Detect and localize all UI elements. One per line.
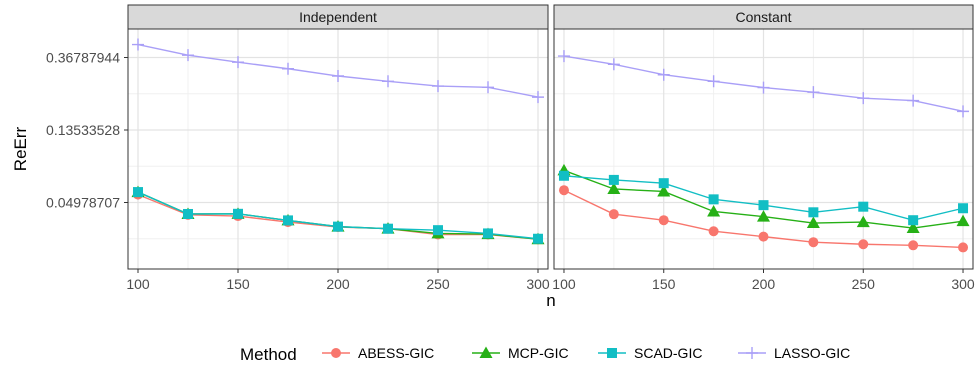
- data-point-abess-gic: [758, 231, 769, 242]
- data-point-mcp-gic: [657, 184, 671, 197]
- data-point-lasso-gic: [557, 50, 570, 63]
- data-point-mcp-gic: [906, 221, 920, 234]
- data-point-scad-gic: [133, 187, 143, 198]
- legend-item-abess-gic: ABESS-GIC: [322, 345, 434, 361]
- panel-independent: Independent: [127, 4, 549, 270]
- x-tick-label: 100: [552, 276, 576, 292]
- data-point-lasso-gic: [607, 58, 620, 71]
- data-point-lasso-gic: [707, 75, 720, 88]
- legend-label: LASSO-GIC: [774, 345, 850, 361]
- x-axis-constant: 100 150 200 250 300: [552, 269, 975, 292]
- legend-key-marker: [607, 348, 617, 358]
- legend-item-lasso-gic: LASSO-GIC: [738, 345, 850, 361]
- data-point-abess-gic: [958, 242, 969, 253]
- x-tick-label: 200: [752, 276, 776, 292]
- y-axis-title: ReErr: [11, 126, 30, 171]
- strip-independent-background: [127, 4, 549, 30]
- data-point-mcp-gic: [707, 204, 721, 217]
- y-tick-label: 0.13533528: [46, 122, 120, 138]
- data-point-abess-gic: [608, 209, 619, 220]
- data-point-mcp-gic: [956, 214, 970, 227]
- data-point-lasso-gic: [332, 70, 344, 83]
- gridlines-independent: [128, 29, 548, 269]
- legend-key-marker: [331, 348, 341, 358]
- data-point-lasso-gic: [382, 75, 394, 88]
- strip-label-independent: Independent: [299, 9, 377, 25]
- legend-label: SCAD-GIC: [634, 345, 702, 361]
- data-point-abess-gic: [908, 240, 919, 251]
- data-point-scad-gic: [658, 178, 669, 189]
- data-point-lasso-gic: [232, 56, 244, 69]
- data-point-scad-gic: [708, 194, 719, 205]
- legend-item-mcp-gic: MCP-GIC: [472, 345, 569, 361]
- data-point-scad-gic: [908, 215, 919, 226]
- data-point-scad-gic: [558, 170, 569, 181]
- data-point-mcp-gic: [607, 182, 621, 194]
- data-point-lasso-gic: [657, 68, 670, 81]
- legend-key-marker: [746, 347, 758, 359]
- x-axis-title: n: [546, 291, 555, 310]
- legend-key-marker: [479, 346, 493, 358]
- data-point-abess-gic: [808, 237, 819, 248]
- data-point-mcp-gic: [757, 210, 770, 222]
- data-point-lasso-gic: [282, 62, 294, 75]
- series-layer-independent: [131, 38, 545, 245]
- data-point-scad-gic: [283, 215, 293, 226]
- legend-label: MCP-GIC: [508, 345, 569, 361]
- x-axis-independent: 100 150 200 250 300: [126, 269, 550, 292]
- data-point-lasso-gic: [957, 105, 970, 118]
- x-tick-label: 150: [226, 276, 250, 292]
- data-point-lasso-gic: [532, 91, 544, 104]
- data-point-scad-gic: [858, 201, 869, 212]
- data-point-lasso-gic: [182, 49, 194, 62]
- legend-item-scad-gic: SCAD-GIC: [598, 345, 702, 361]
- series-layer-constant: [557, 50, 970, 253]
- y-tick-label: 0.04978707: [46, 195, 120, 211]
- data-point-scad-gic: [233, 208, 243, 219]
- data-point-lasso-gic: [132, 38, 144, 51]
- data-point-scad-gic: [433, 225, 443, 236]
- data-point-scad-gic: [758, 200, 769, 211]
- strip-label-constant: Constant: [735, 9, 791, 25]
- data-point-scad-gic: [483, 228, 493, 239]
- data-point-mcp-gic: [856, 215, 870, 228]
- data-point-scad-gic: [183, 208, 193, 219]
- data-point-scad-gic: [608, 174, 619, 185]
- data-point-scad-gic: [383, 223, 393, 234]
- x-tick-label: 200: [326, 276, 350, 292]
- data-point-abess-gic: [558, 185, 569, 196]
- data-point-scad-gic: [333, 221, 343, 232]
- y-axis: 0.04978707 0.13533528 0.36787944: [46, 49, 128, 211]
- x-tick-label: 150: [652, 276, 676, 292]
- x-tick-label: 250: [426, 276, 450, 292]
- data-point-lasso-gic: [757, 81, 770, 94]
- legend-label: ABESS-GIC: [358, 345, 434, 361]
- data-point-scad-gic: [958, 203, 969, 214]
- data-point-scad-gic: [533, 233, 543, 244]
- data-point-abess-gic: [658, 215, 669, 226]
- data-point-mcp-gic: [806, 216, 820, 229]
- legend-title: Method: [240, 345, 297, 364]
- data-point-lasso-gic: [482, 81, 494, 94]
- data-point-abess-gic: [708, 226, 719, 237]
- data-point-lasso-gic: [857, 92, 870, 105]
- legend: Method ABESS-GIC MCP-GIC SCAD-GIC LASSO-GIC: [240, 345, 850, 364]
- data-point-scad-gic: [808, 207, 819, 218]
- x-tick-label: 250: [852, 276, 876, 292]
- x-tick-label: 100: [126, 276, 150, 292]
- data-point-lasso-gic: [807, 86, 820, 99]
- panel-constant: Constant: [553, 4, 974, 270]
- data-point-lasso-gic: [432, 80, 444, 93]
- data-point-lasso-gic: [907, 94, 920, 107]
- x-tick-label: 300: [951, 276, 975, 292]
- x-tick-label: 300: [526, 276, 550, 292]
- data-point-abess-gic: [858, 239, 869, 250]
- y-tick-label: 0.36787944: [46, 49, 120, 65]
